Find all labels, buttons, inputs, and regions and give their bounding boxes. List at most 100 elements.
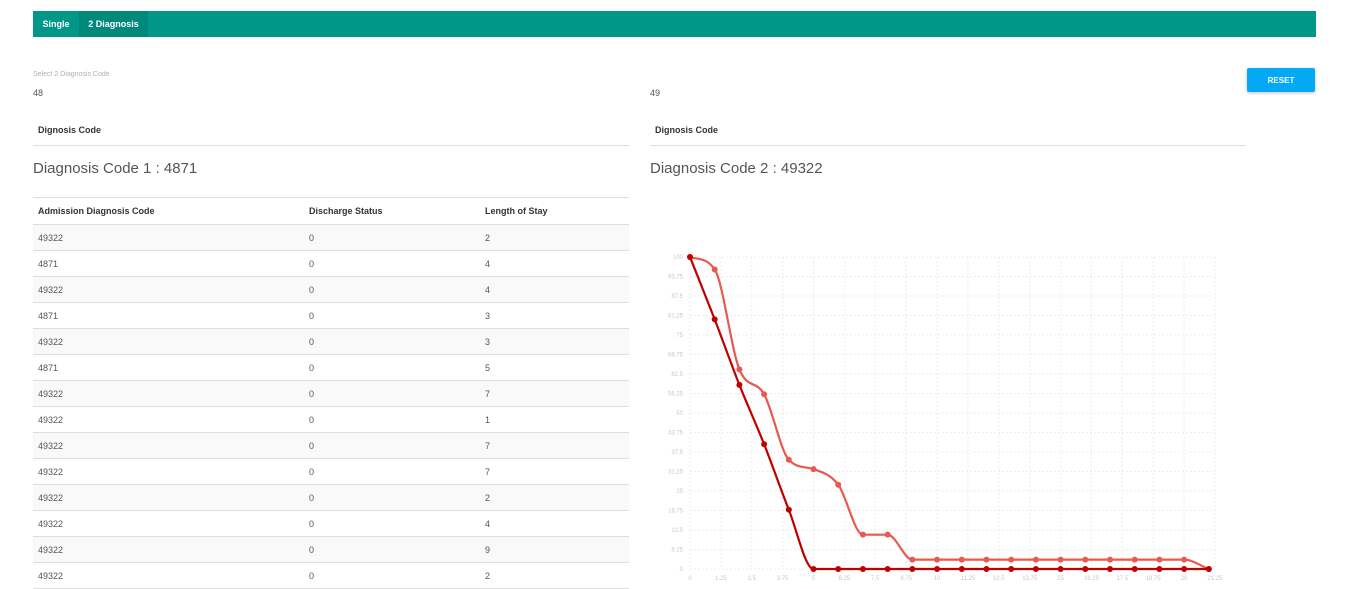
data-point[interactable] [1107, 556, 1113, 563]
data-point[interactable] [958, 556, 965, 563]
cell-discharge-status: 0 [304, 406, 480, 433]
x-tick-label: 3.75 [777, 576, 789, 582]
data-point[interactable] [761, 391, 768, 398]
column-header-length-of-stay[interactable]: Length of Stay [480, 197, 629, 225]
table-row: 49322 0 9 [33, 536, 629, 563]
x-tick-label: 7.5 [871, 576, 880, 582]
x-tick-label: 1.25 [715, 576, 727, 582]
chart-series [687, 254, 1212, 572]
cell-discharge-status: 0 [304, 302, 480, 329]
x-tick-label: 17.5 [1117, 576, 1129, 582]
table-header-row: Admission Diagnosis Code Discharge Statu… [33, 197, 629, 225]
cell-admission-code: 4871 [33, 354, 304, 381]
tab-2-diagnosis[interactable]: 2 Diagnosis [79, 11, 148, 37]
diagnosis-code-1-select[interactable]: 48 [33, 88, 44, 98]
data-point[interactable] [909, 556, 916, 563]
table-row: 49322 0 7 [33, 458, 629, 485]
data-point[interactable] [1131, 566, 1138, 572]
x-tick-label: 15 [1057, 576, 1064, 582]
data-point[interactable] [835, 566, 842, 572]
cell-discharge-status: 0 [304, 536, 480, 563]
x-tick-label: 16.25 [1084, 576, 1100, 582]
data-point[interactable] [958, 566, 965, 572]
diagnosis-code-2-select[interactable]: 49 [650, 88, 661, 98]
data-point[interactable] [859, 531, 866, 538]
data-point[interactable] [983, 556, 990, 563]
data-point[interactable] [1008, 566, 1015, 572]
y-tick-label: 18.75 [668, 509, 684, 515]
data-point[interactable] [736, 366, 743, 373]
data-point[interactable] [884, 531, 891, 538]
data-point[interactable] [983, 566, 990, 572]
x-tick-label: 2.5 [748, 576, 757, 582]
data-point[interactable] [736, 381, 743, 388]
y-tick-label: 62.5 [671, 372, 683, 378]
reset-button[interactable]: RESET [1247, 68, 1315, 92]
data-point[interactable] [1082, 556, 1089, 563]
y-tick-label: 6.25 [671, 548, 683, 554]
data-point[interactable] [1205, 566, 1212, 572]
x-tick-label: 0 [688, 576, 692, 582]
table-row: 49322 0 7 [33, 380, 629, 407]
data-point[interactable] [711, 266, 718, 273]
data-point[interactable] [1008, 556, 1015, 563]
data-point[interactable] [1032, 566, 1039, 572]
data-point[interactable] [687, 254, 693, 260]
data-point[interactable] [785, 456, 792, 463]
data-point[interactable] [1032, 556, 1039, 563]
data-point[interactable] [934, 556, 941, 563]
cell-admission-code: 4871 [33, 302, 304, 329]
table-row: 4871 0 4 [33, 250, 629, 277]
data-point[interactable] [785, 506, 792, 513]
data-point[interactable] [1131, 556, 1138, 563]
cell-length-of-stay: 1 [480, 406, 629, 433]
data-point[interactable] [711, 316, 718, 323]
cell-admission-code: 49322 [33, 432, 304, 459]
x-tick-label: 11.25 [961, 576, 976, 582]
cell-admission-code: 49322 [33, 536, 304, 563]
data-point[interactable] [934, 566, 941, 572]
data-point[interactable] [1181, 566, 1188, 572]
data-point[interactable] [1107, 566, 1113, 572]
cell-discharge-status: 0 [304, 458, 480, 485]
column-header-admission-code[interactable]: Admission Diagnosis Code [33, 197, 304, 225]
series-line [688, 256, 1209, 571]
cell-discharge-status: 0 [304, 484, 480, 511]
y-tick-label: 37.5 [671, 450, 683, 456]
x-tick-label: 6.25 [839, 576, 851, 582]
cell-length-of-stay: 7 [480, 380, 629, 407]
data-point[interactable] [909, 566, 916, 572]
x-tick-label: 20 [1181, 576, 1188, 582]
y-tick-label: 25 [676, 489, 683, 495]
cell-length-of-stay: 2 [480, 484, 629, 511]
cell-length-of-stay: 3 [480, 328, 629, 355]
survival-line-chart: 06.2512.518.752531.2537.543.755056.2562.… [668, 254, 1223, 582]
data-point[interactable] [1057, 566, 1064, 572]
data-point[interactable] [1156, 566, 1163, 572]
data-point[interactable] [1082, 566, 1089, 572]
data-point[interactable] [859, 566, 866, 572]
y-tick-label: 0 [680, 567, 684, 573]
x-tick-label: 21.25 [1207, 576, 1223, 582]
cell-discharge-status: 0 [304, 328, 480, 355]
data-point[interactable] [1181, 556, 1188, 563]
y-tick-label: 93.75 [668, 275, 684, 281]
x-tick-label: 18.75 [1146, 576, 1162, 582]
data-point[interactable] [1057, 556, 1064, 563]
series-2 [687, 254, 1212, 572]
cell-length-of-stay: 4 [480, 510, 629, 537]
cell-discharge-status: 0 [304, 276, 480, 303]
column-header-discharge-status[interactable]: Discharge Status [304, 197, 480, 225]
data-point[interactable] [884, 566, 891, 572]
data-point[interactable] [810, 466, 817, 473]
tab-single[interactable]: Single [42, 19, 70, 29]
y-tick-label: 75 [676, 333, 683, 339]
data-point[interactable] [835, 481, 842, 488]
table-row: 49322 0 4 [33, 276, 629, 303]
table-row: 49322 0 1 [33, 406, 629, 433]
data-point[interactable] [1156, 556, 1163, 563]
chart-grid [689, 256, 1216, 570]
y-tick-label: 31.25 [668, 470, 684, 476]
data-point[interactable] [761, 441, 768, 448]
data-point[interactable] [810, 566, 817, 572]
